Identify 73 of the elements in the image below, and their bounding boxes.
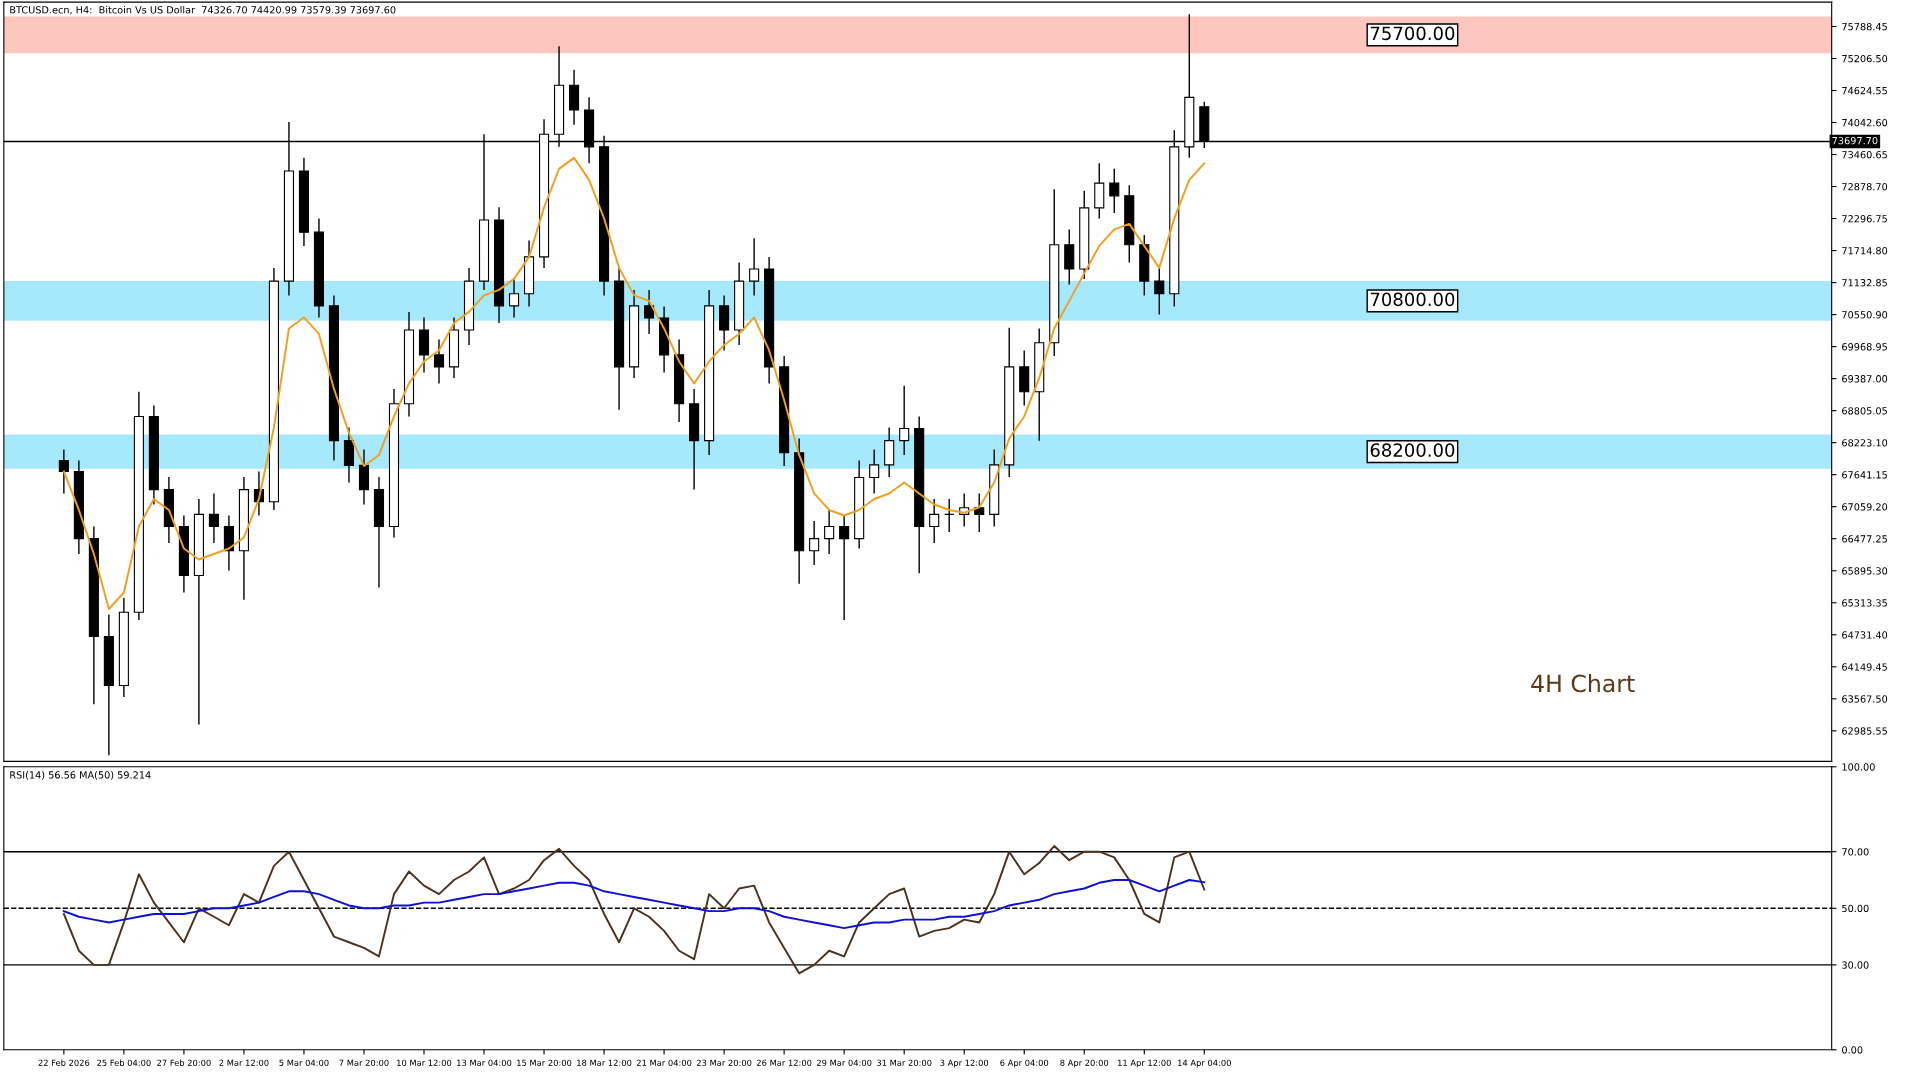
x-tick-label: 7 Mar 20:00 xyxy=(339,1059,389,1066)
line-series xyxy=(62,845,1206,975)
candlestick xyxy=(433,338,445,385)
y-tick-label: 71714.80 xyxy=(1842,247,1888,255)
y-tick-label: 74042.60 xyxy=(1842,118,1888,127)
candlestick xyxy=(58,448,69,495)
y-tick-label: 69968.95 xyxy=(1842,343,1887,351)
text: 4H Chart xyxy=(1531,674,1635,693)
candlestick xyxy=(1154,267,1165,316)
x-tick-label: 27 Feb 20:00 xyxy=(157,1059,211,1066)
y-tick-label: 68223.10 xyxy=(1842,439,1888,447)
y-tick-label: 68805.05 xyxy=(1842,407,1887,415)
ref-line-label: 73697.70 xyxy=(1832,136,1878,145)
x-tick-label: 15 Mar 20:00 xyxy=(517,1059,572,1066)
y-tick-label: 70550.90 xyxy=(1842,311,1888,319)
y-tick-label: 69387.00 xyxy=(1842,375,1888,383)
x-tick-label: 5 Mar 04:00 xyxy=(279,1059,329,1066)
candlestick xyxy=(644,289,655,335)
y-tick-label: 63567.50 xyxy=(1842,695,1888,703)
y-tick-label: 72878.70 xyxy=(1842,183,1888,191)
y-tick-label: 72296.75 xyxy=(1842,215,1887,223)
band-label: 75700.00 xyxy=(1370,26,1455,41)
x-tick-label: 8 Apr 20:00 xyxy=(1060,1059,1109,1068)
y-tick-label: 75206.50 xyxy=(1842,54,1888,63)
y-tick-label: 67059.20 xyxy=(1842,503,1888,511)
candlestick xyxy=(899,384,910,456)
x-tick-label: 14 Apr 04:00 xyxy=(1178,1059,1231,1068)
candlestick xyxy=(824,509,835,555)
candlestick xyxy=(1109,168,1120,214)
x-tick-label: 10 Mar 12:00 xyxy=(397,1059,452,1066)
y-tick-label: 64149.45 xyxy=(1842,663,1887,671)
x-tick-label: 13 Mar 04:00 xyxy=(457,1059,512,1066)
y-tick-label: 67641.15 xyxy=(1842,471,1887,479)
candlestick xyxy=(208,492,219,544)
chart-title: RSI(14) 56.56 MA(50) 59.214 xyxy=(10,771,151,780)
x-tick-label: 25 Feb 04:00 xyxy=(97,1059,151,1066)
x-tick-label: 18 Mar 12:00 xyxy=(577,1059,632,1066)
candlestick xyxy=(929,498,940,544)
y-tick-label: 100.00 xyxy=(1842,763,1875,771)
x-tick-label: 22 Feb 2026 xyxy=(38,1059,90,1066)
y-tick-label: 62985.55 xyxy=(1842,727,1887,735)
y-tick-label: 73460.65 xyxy=(1842,151,1887,159)
band-label: 70800.00 xyxy=(1370,292,1455,307)
y-tick-label: 66477.25 xyxy=(1842,535,1887,543)
candlestick xyxy=(809,520,820,566)
band-label: 68200.00 xyxy=(1370,443,1455,457)
x-tick-label: 31 Mar 20:00 xyxy=(877,1059,932,1066)
x-tick-label: 26 Mar 12:00 xyxy=(756,1059,812,1066)
candlestick xyxy=(749,237,760,297)
candlestick xyxy=(839,514,850,621)
candlestick xyxy=(508,278,520,319)
line-series xyxy=(62,879,1206,930)
y-tick-label: 64731.40 xyxy=(1842,631,1888,639)
x-tick-label: 11 Apr 12:00 xyxy=(1118,1059,1171,1068)
y-tick-label: 71132.85 xyxy=(1842,279,1887,287)
x-tick-label: 3 Apr 12:00 xyxy=(940,1059,989,1068)
x-tick-label: 6 Apr 04:00 xyxy=(1000,1059,1049,1068)
candlestick xyxy=(974,492,985,533)
y-tick-label: 50.00 xyxy=(1842,904,1869,913)
y-tick-label: 74624.55 xyxy=(1842,86,1887,95)
y-tick-label: 0.00 xyxy=(1842,1046,1863,1054)
y-tick-label: 70.00 xyxy=(1842,848,1869,856)
candlestick xyxy=(944,498,955,533)
y-tick-label: 65895.30 xyxy=(1842,567,1888,575)
candlestick xyxy=(869,448,880,495)
y-tick-label: 30.00 xyxy=(1842,961,1869,969)
y-tick-label: 65313.35 xyxy=(1842,599,1887,607)
y-tick-label: 75788.45 xyxy=(1842,22,1887,31)
x-tick-label: 2 Mar 12:00 xyxy=(219,1059,269,1066)
x-tick-label: 21 Mar 04:00 xyxy=(636,1059,692,1066)
x-tick-label: 23 Mar 20:00 xyxy=(696,1059,752,1066)
x-tick-label: 29 Mar 04:00 xyxy=(816,1059,872,1066)
chart-title: BTCUSD.ecn, H4: Bitcoin Vs US Dollar 74326.70 74420.99 73579.39 73697.60 xyxy=(10,5,396,15)
